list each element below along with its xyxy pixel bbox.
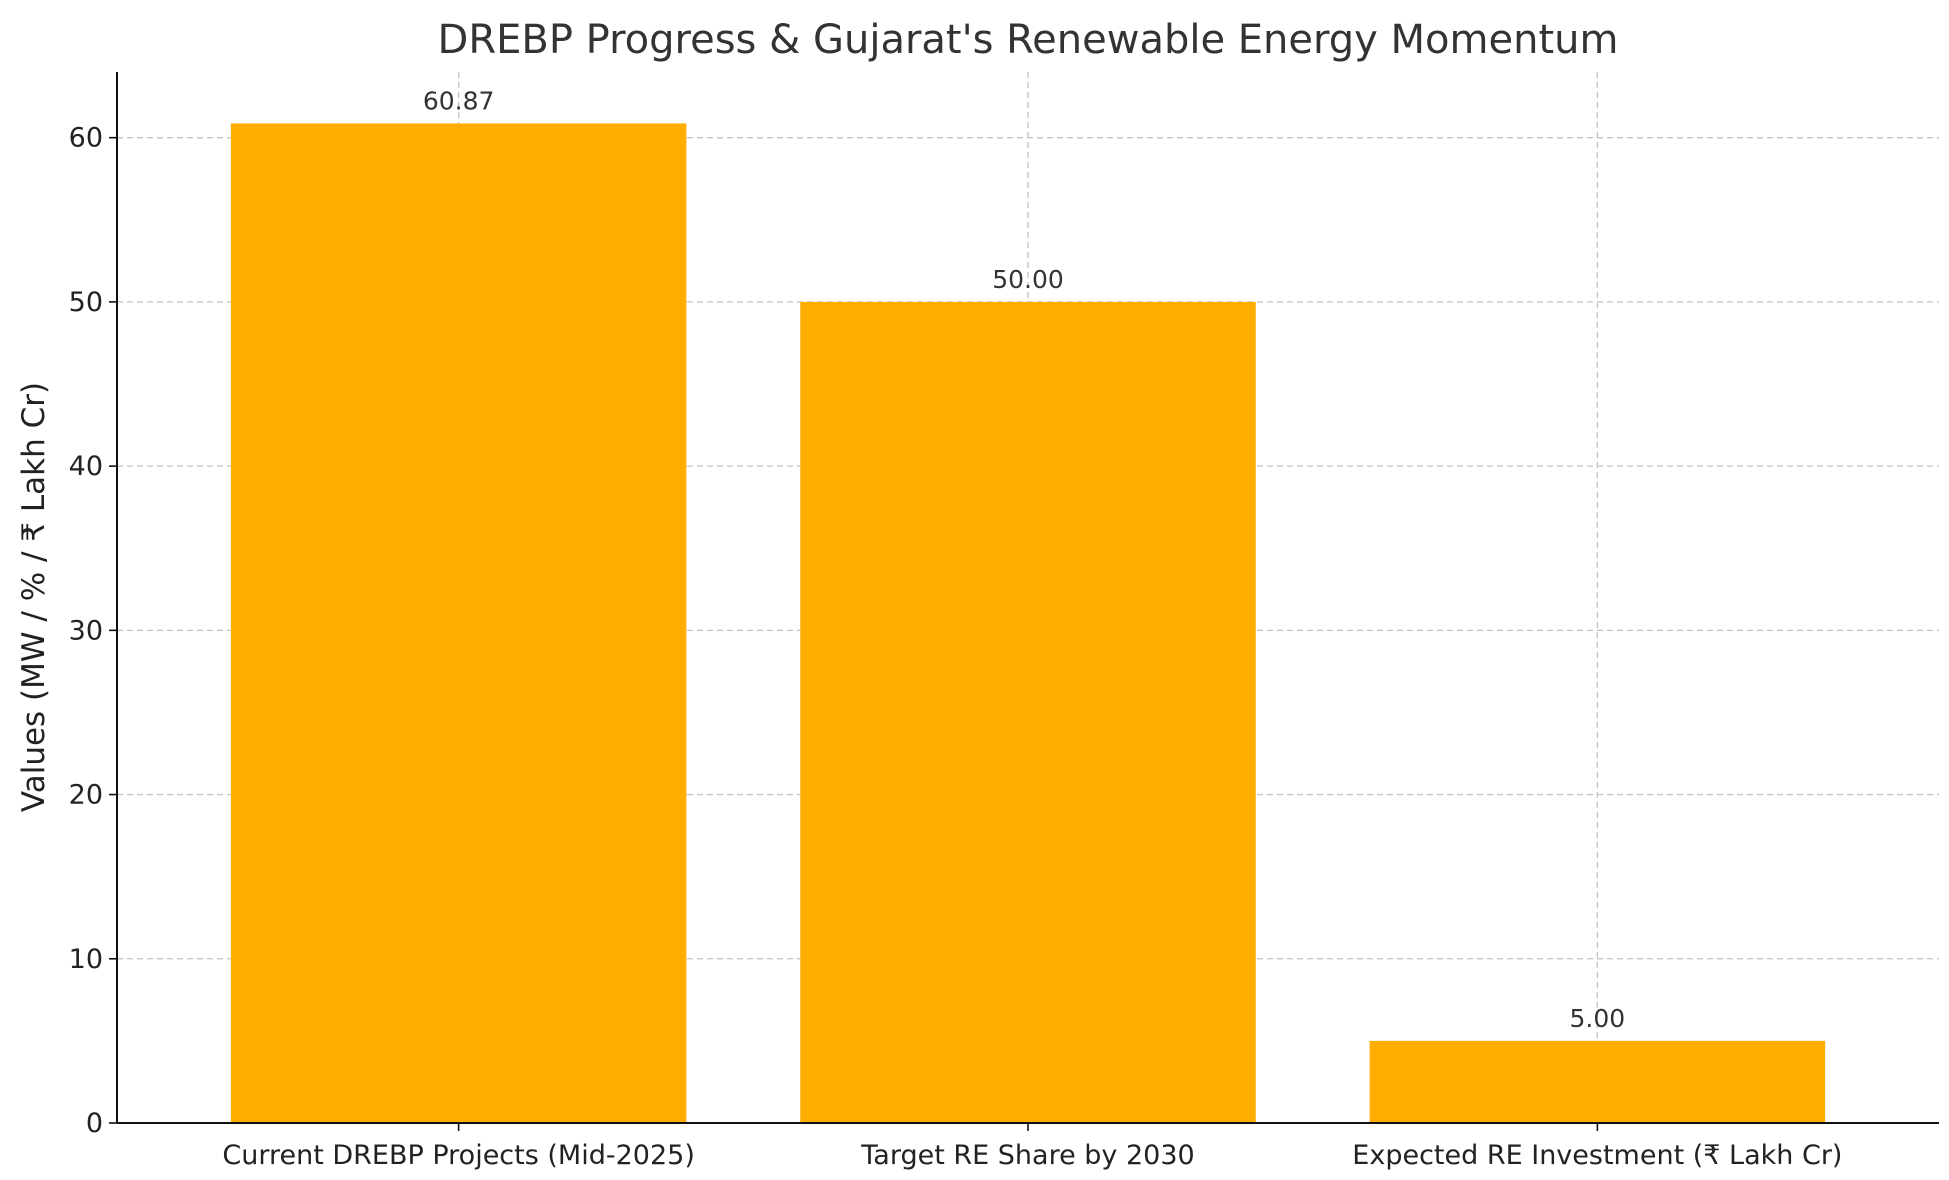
y-tick-label: 30 [69, 615, 103, 646]
bar [230, 123, 687, 1124]
y-tick-label: 40 [69, 451, 103, 482]
x-tick-label: Target RE Share by 2030 [860, 1140, 1194, 1171]
data-label: 50.00 [992, 265, 1064, 294]
y-tick-label: 50 [69, 287, 103, 318]
y-axis-ticks: 0 10 20 30 40 50 60 [69, 123, 117, 1139]
y-tick-label: 60 [69, 123, 103, 154]
x-axis-ticks: Current DREBP Projects (Mid-2025) Target … [222, 1123, 1842, 1171]
x-tick-label: Current DREBP Projects (Mid-2025) [222, 1140, 694, 1171]
chart-title: DREBP Progress & Gujarat's Renewable Ene… [438, 17, 1619, 63]
data-labels: 60.87 50.00 5.00 [423, 86, 1625, 1032]
bar [800, 301, 1256, 1123]
x-tick-label: Expected RE Investment (₹ Lakh Cr) [1352, 1140, 1842, 1171]
y-axis-label: Values (MW / % / ₹ Lakh Cr) [16, 382, 52, 812]
bars [230, 123, 1826, 1124]
y-tick-label: 0 [86, 1108, 103, 1139]
y-tick-label: 10 [69, 944, 103, 975]
y-tick-label: 20 [69, 780, 103, 811]
data-label: 5.00 [1570, 1004, 1626, 1033]
data-label: 60.87 [423, 86, 495, 115]
bar [1369, 1040, 1826, 1123]
